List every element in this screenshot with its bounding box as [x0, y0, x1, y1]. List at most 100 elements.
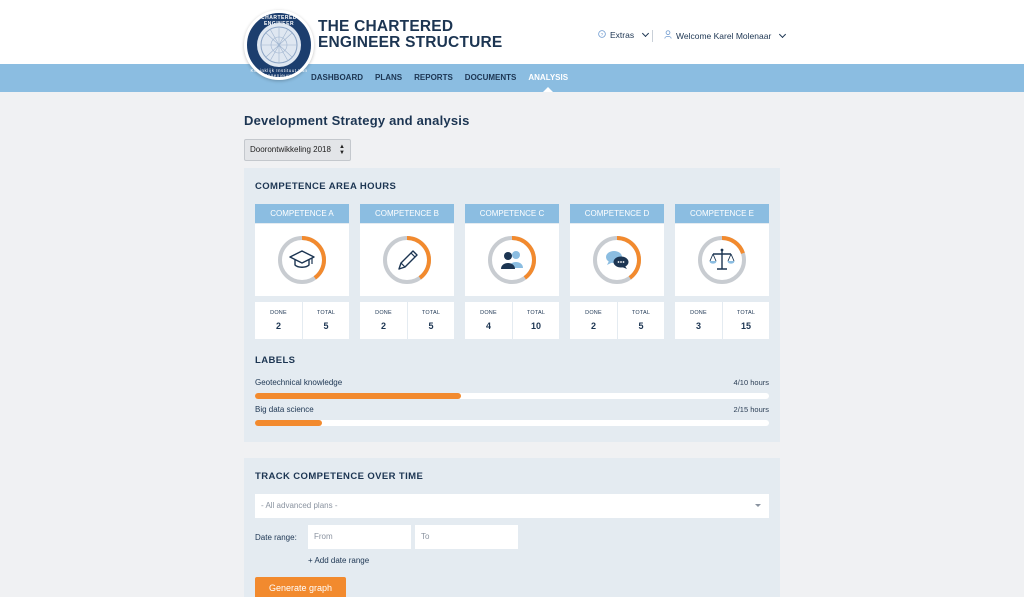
done-label: DONE	[270, 310, 287, 316]
main-nav: DASHBOARD PLANS REPORTS DOCUMENTS ANALYS…	[0, 64, 1024, 92]
page-title: Development Strategy and analysis	[244, 113, 470, 128]
date-from-input[interactable]: From	[308, 525, 411, 549]
date-to-input[interactable]: To	[415, 525, 518, 549]
done-value: 3	[695, 321, 701, 331]
label-progress-track	[255, 420, 769, 426]
competence-progress-ring	[255, 224, 349, 296]
pencil-icon	[398, 250, 418, 270]
progress-arc	[698, 236, 746, 284]
total-value: 15	[740, 321, 751, 331]
competence-stats: DONE 2 TOTAL 5	[360, 302, 454, 339]
add-date-range-link[interactable]: + Add date range	[308, 556, 370, 565]
globe-icon	[257, 23, 301, 67]
strategy-year-select[interactable]: Doorontwikkeling 2018 ▲ ▼	[244, 139, 351, 161]
advanced-plans-select[interactable]: - All advanced plans -	[255, 494, 769, 518]
competence-progress-ring	[465, 224, 559, 296]
nav-dashboard[interactable]: DASHBOARD	[311, 73, 363, 82]
done-value: 2	[380, 321, 386, 331]
extras-menu[interactable]: ? Extras	[598, 29, 650, 40]
label-name: Big data science	[255, 405, 314, 414]
competence-progress-ring	[570, 224, 664, 296]
competence-card[interactable]: COMPETENCE D DONE 2	[570, 204, 664, 339]
competence-stats: DONE 3 TOTAL 15	[675, 302, 769, 339]
nav-documents[interactable]: DOCUMENTS	[464, 73, 517, 82]
total-label: TOTAL	[631, 310, 651, 316]
user-menu[interactable]: Welcome Karel Molenaar	[664, 30, 787, 41]
progress-arc	[593, 236, 641, 284]
total-value: 5	[428, 321, 434, 331]
label-hours: 2/15 hours	[733, 405, 769, 414]
nav-reports[interactable]: REPORTS	[414, 73, 453, 82]
welcome-label: Welcome Karel Molenaar	[676, 30, 772, 41]
competence-card[interactable]: COMPETENCE A DONE 2 TOTAL 5	[255, 204, 349, 339]
progress-arc	[488, 236, 536, 284]
label-name: Geotechnical knowledge	[255, 378, 343, 387]
brand-title-line2: ENGINEER STRUCTURE	[318, 34, 503, 51]
competence-card-title: COMPETENCE A	[255, 204, 349, 223]
label-progress-fill	[255, 420, 322, 426]
brand-title[interactable]: THE CHARTERED ENGINEER STRUCTURE	[318, 19, 502, 51]
done-label: DONE	[375, 310, 392, 316]
competence-card-title: COMPETENCE C	[465, 204, 559, 223]
nav-analysis[interactable]: ANALYSIS	[528, 64, 568, 92]
competence-card-title: COMPETENCE B	[360, 204, 454, 223]
strategy-year-value: Doorontwikkeling 2018	[250, 145, 331, 154]
total-label: TOTAL	[526, 310, 546, 316]
done-value: 2	[275, 321, 281, 331]
logo-text-bottom: Koninklijk Instituut Van Ingenieurs	[250, 68, 308, 78]
done-value: 2	[590, 321, 596, 331]
done-label: DONE	[480, 310, 497, 316]
chevron-down-icon	[642, 29, 650, 38]
competence-stats: DONE 2 TOTAL 5	[570, 302, 664, 339]
svg-text:?: ?	[601, 32, 604, 38]
competence-progress-ring	[360, 224, 454, 296]
competence-panel-title: COMPETENCE AREA HOURS	[255, 181, 397, 192]
competence-card[interactable]: COMPETENCE B DONE 2 TOTAL 5	[360, 204, 454, 339]
user-icon	[664, 30, 672, 41]
brand-logo[interactable]: CHARTERED ENGINEER Koninklijk Instituut …	[244, 10, 314, 80]
chat-bubbles-icon	[606, 251, 629, 269]
competence-card-title: COMPETENCE D	[570, 204, 664, 223]
progress-arc	[383, 236, 431, 284]
date-from-placeholder: From	[314, 532, 333, 541]
total-value: 5	[323, 321, 329, 331]
chevron-down-icon	[779, 30, 787, 38]
total-label: TOTAL	[736, 310, 756, 316]
label-hours: 4/10 hours	[733, 378, 769, 387]
generate-graph-button[interactable]: Generate graph	[255, 577, 346, 597]
date-to-placeholder: To	[421, 532, 430, 541]
total-label: TOTAL	[421, 310, 441, 316]
extras-label: Extras	[610, 30, 635, 40]
date-range-label: Date range:	[255, 533, 297, 542]
competence-stats: DONE 4 TOTAL 10	[465, 302, 559, 339]
users-icon	[501, 251, 523, 269]
label-progress-track	[255, 393, 769, 399]
competence-panel: COMPETENCE AREA HOURS COMPETENCE A DONE …	[244, 168, 780, 442]
progress-arc	[278, 236, 326, 284]
header-divider	[652, 30, 653, 42]
caret-down-icon	[755, 504, 761, 507]
done-label: DONE	[690, 310, 707, 316]
advanced-plans-placeholder: - All advanced plans -	[261, 501, 338, 510]
competence-progress-ring	[675, 224, 769, 296]
done-value: 4	[485, 321, 491, 331]
select-arrows-icon: ▲ ▼	[339, 144, 345, 156]
label-progress-fill	[255, 393, 461, 399]
total-value: 5	[638, 321, 644, 331]
competence-card[interactable]: COMPETENCE C DONE 4 TOTAL 10	[465, 204, 559, 339]
help-circle-icon: ?	[598, 30, 606, 40]
competence-card-title: COMPETENCE E	[675, 204, 769, 223]
header: CHARTERED ENGINEER Koninklijk Instituut …	[0, 0, 1024, 80]
competence-stats: DONE 2 TOTAL 5	[255, 302, 349, 339]
competence-card[interactable]: COMPETENCE E DONE 3 TOTAL 1	[675, 204, 769, 339]
graduation-cap-icon	[289, 250, 315, 268]
labels-title: LABELS	[255, 355, 296, 366]
scales-icon	[709, 248, 735, 270]
track-panel: TRACK COMPETENCE OVER TIME - All advance…	[244, 458, 780, 597]
done-label: DONE	[585, 310, 602, 316]
total-value: 10	[530, 321, 541, 331]
nav-plans[interactable]: PLANS	[375, 73, 403, 82]
total-label: TOTAL	[316, 310, 336, 316]
track-panel-title: TRACK COMPETENCE OVER TIME	[255, 471, 424, 482]
brand-title-line1: THE CHARTERED	[318, 18, 454, 35]
